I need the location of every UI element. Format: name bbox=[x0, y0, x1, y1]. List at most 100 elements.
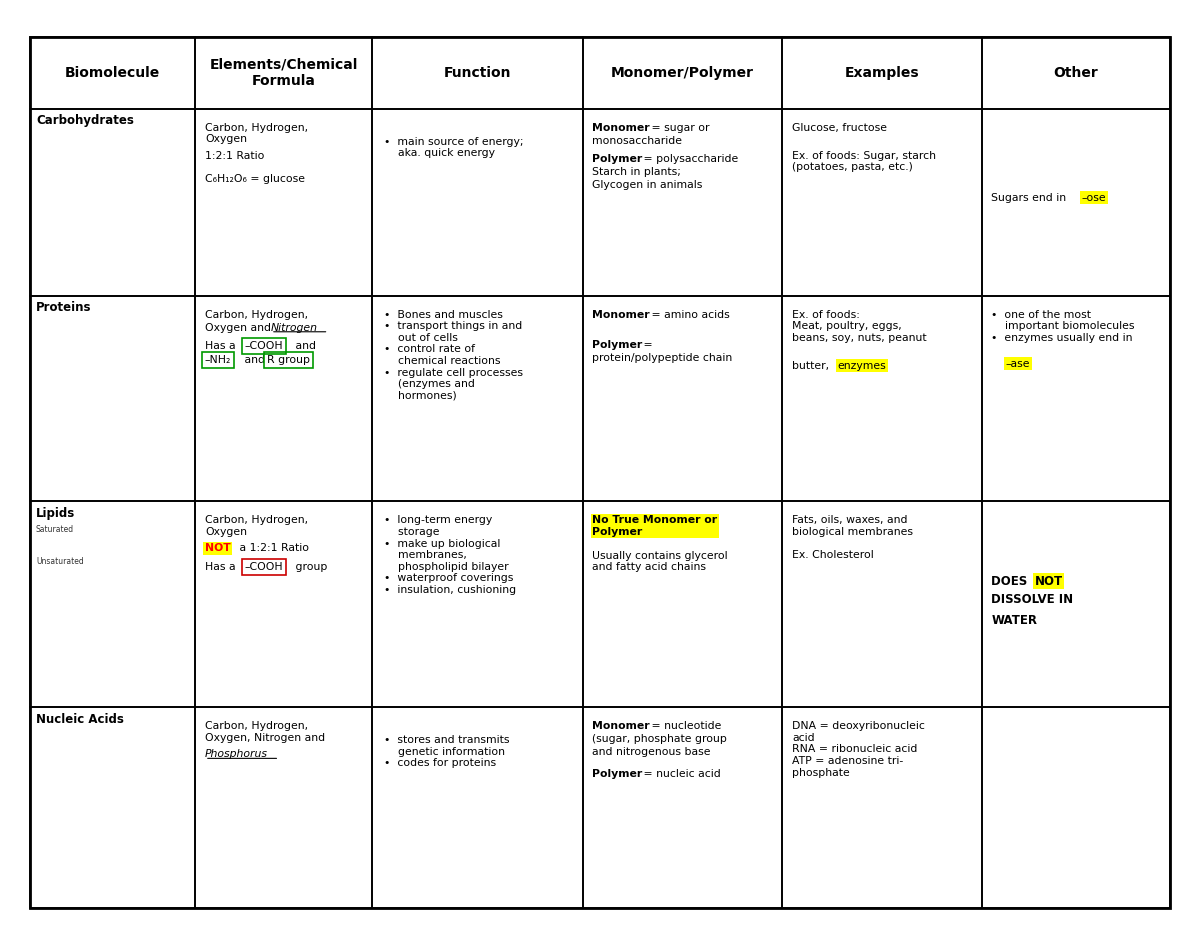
Text: Oxygen and: Oxygen and bbox=[205, 323, 275, 333]
Text: group: group bbox=[293, 562, 328, 572]
Text: Monomer: Monomer bbox=[593, 310, 650, 320]
Text: Carbon, Hydrogen,
Oxygen, Nitrogen and: Carbon, Hydrogen, Oxygen, Nitrogen and bbox=[205, 721, 325, 743]
Text: Polymer: Polymer bbox=[593, 154, 643, 164]
Bar bbox=[30, 296, 196, 502]
Bar bbox=[982, 108, 1170, 296]
Text: monosaccharide: monosaccharide bbox=[593, 135, 683, 146]
Text: = sugar or: = sugar or bbox=[648, 122, 709, 133]
Bar bbox=[30, 707, 196, 908]
Text: and nitrogenous base: and nitrogenous base bbox=[593, 747, 710, 757]
Bar bbox=[982, 502, 1170, 707]
Bar bbox=[372, 502, 583, 707]
Bar bbox=[196, 707, 372, 908]
Text: Sugars end in: Sugars end in bbox=[991, 193, 1070, 203]
Bar bbox=[982, 296, 1170, 502]
Text: = nucleotide: = nucleotide bbox=[648, 721, 721, 731]
Bar bbox=[196, 502, 372, 707]
Text: C₆H₁₂O₆ = glucose: C₆H₁₂O₆ = glucose bbox=[205, 173, 305, 184]
Text: Starch in plants;: Starch in plants; bbox=[593, 167, 682, 177]
Text: –COOH: –COOH bbox=[245, 562, 283, 572]
Text: R group: R group bbox=[268, 355, 311, 365]
Text: NOT: NOT bbox=[205, 543, 230, 553]
Bar bbox=[196, 37, 372, 108]
Text: Biomolecule: Biomolecule bbox=[65, 66, 161, 80]
Bar bbox=[782, 296, 982, 502]
Bar bbox=[196, 108, 372, 296]
Text: •  stores and transmits
    genetic information
•  codes for proteins: • stores and transmits genetic informati… bbox=[384, 735, 510, 768]
Bar bbox=[782, 707, 982, 908]
Bar bbox=[30, 37, 196, 108]
Text: Examples: Examples bbox=[845, 66, 919, 80]
Bar bbox=[782, 108, 982, 296]
Text: Unsaturated: Unsaturated bbox=[36, 557, 84, 566]
Bar bbox=[583, 37, 782, 108]
Text: Usually contains glycerol
and fatty acid chains: Usually contains glycerol and fatty acid… bbox=[593, 551, 728, 572]
Text: =: = bbox=[641, 340, 653, 350]
Bar bbox=[30, 108, 196, 296]
Bar bbox=[30, 502, 196, 707]
Text: No True Monomer or
Polymer: No True Monomer or Polymer bbox=[593, 515, 718, 537]
Text: NOT: NOT bbox=[1034, 575, 1063, 588]
Text: DISSOLVE IN: DISSOLVE IN bbox=[991, 593, 1074, 606]
Text: Other: Other bbox=[1054, 66, 1098, 80]
Text: and: and bbox=[241, 355, 269, 365]
Bar bbox=[583, 296, 782, 502]
Bar bbox=[782, 502, 982, 707]
Text: Nitrogen: Nitrogen bbox=[271, 323, 318, 333]
Text: Ex. of foods: Sugar, starch
(potatoes, pasta, etc.): Ex. of foods: Sugar, starch (potatoes, p… bbox=[792, 150, 936, 172]
Text: •  Bones and muscles
•  transport things in and
    out of cells
•  control rate: • Bones and muscles • transport things i… bbox=[384, 310, 523, 400]
Text: Function: Function bbox=[444, 66, 511, 80]
Bar bbox=[372, 296, 583, 502]
Text: Phosphorus: Phosphorus bbox=[205, 749, 268, 759]
Text: Polymer: Polymer bbox=[593, 340, 643, 350]
Bar bbox=[782, 37, 982, 108]
Bar bbox=[196, 296, 372, 502]
Text: (sugar, phosphate group: (sugar, phosphate group bbox=[593, 734, 727, 744]
Text: Monomer/Polymer: Monomer/Polymer bbox=[611, 66, 754, 80]
Bar bbox=[583, 707, 782, 908]
Text: Glucose, fructose: Glucose, fructose bbox=[792, 122, 887, 133]
Text: Carbon, Hydrogen,
Oxygen: Carbon, Hydrogen, Oxygen bbox=[205, 515, 308, 537]
Text: and: and bbox=[293, 341, 317, 351]
Text: –NH₂: –NH₂ bbox=[205, 355, 232, 365]
Bar bbox=[372, 37, 583, 108]
Text: a 1:2:1 Ratio: a 1:2:1 Ratio bbox=[236, 543, 310, 553]
Bar bbox=[982, 37, 1170, 108]
Text: Carbon, Hydrogen,
Oxygen: Carbon, Hydrogen, Oxygen bbox=[205, 122, 308, 145]
Text: Saturated: Saturated bbox=[36, 525, 74, 534]
Text: •  main source of energy;
    aka. quick energy: • main source of energy; aka. quick ener… bbox=[384, 136, 523, 159]
Bar bbox=[372, 707, 583, 908]
Text: Monomer: Monomer bbox=[593, 122, 650, 133]
Text: Elements/Chemical
Formula: Elements/Chemical Formula bbox=[210, 57, 358, 88]
Text: butter,: butter, bbox=[792, 361, 833, 371]
Bar bbox=[372, 108, 583, 296]
Text: –ase: –ase bbox=[1006, 359, 1031, 369]
Text: Lipids: Lipids bbox=[36, 507, 76, 520]
Text: Has a: Has a bbox=[205, 341, 239, 351]
Text: Carbon, Hydrogen,: Carbon, Hydrogen, bbox=[205, 310, 308, 320]
Text: WATER: WATER bbox=[991, 614, 1038, 627]
Text: Carbohydrates: Carbohydrates bbox=[36, 114, 134, 127]
Bar bbox=[583, 108, 782, 296]
Text: Polymer: Polymer bbox=[593, 769, 643, 780]
Text: protein/polypeptide chain: protein/polypeptide chain bbox=[593, 353, 733, 363]
Text: •  long-term energy
    storage
•  make up biological
    membranes,
    phospho: • long-term energy storage • make up bio… bbox=[384, 515, 516, 595]
Text: •  one of the most
    important biomolecules
•  enzymes usually end in: • one of the most important biomolecules… bbox=[991, 310, 1135, 343]
Text: DOES: DOES bbox=[991, 575, 1032, 588]
Text: Has a: Has a bbox=[205, 562, 239, 572]
Bar bbox=[583, 502, 782, 707]
Text: = nucleic acid: = nucleic acid bbox=[641, 769, 721, 780]
Text: Nucleic Acids: Nucleic Acids bbox=[36, 713, 124, 726]
Text: DNA = deoxyribonucleic
acid
RNA = ribonucleic acid
ATP = adenosine tri-
phosphat: DNA = deoxyribonucleic acid RNA = ribonu… bbox=[792, 721, 925, 778]
Bar bbox=[982, 707, 1170, 908]
Text: Fats, oils, waxes, and
biological membranes

Ex. Cholesterol: Fats, oils, waxes, and biological membra… bbox=[792, 515, 913, 560]
Text: enzymes: enzymes bbox=[838, 361, 887, 371]
Text: Glycogen in animals: Glycogen in animals bbox=[593, 180, 703, 190]
Text: –COOH: –COOH bbox=[245, 341, 283, 351]
Text: 1:2:1 Ratio: 1:2:1 Ratio bbox=[205, 150, 264, 160]
Text: = polysaccharide: = polysaccharide bbox=[641, 154, 739, 164]
Text: Ex. of foods:
Meat, poultry, eggs,
beans, soy, nuts, peanut: Ex. of foods: Meat, poultry, eggs, beans… bbox=[792, 310, 926, 343]
Text: = amino acids: = amino acids bbox=[648, 310, 730, 320]
Text: –ose: –ose bbox=[1081, 193, 1106, 203]
Text: Proteins: Proteins bbox=[36, 301, 91, 314]
